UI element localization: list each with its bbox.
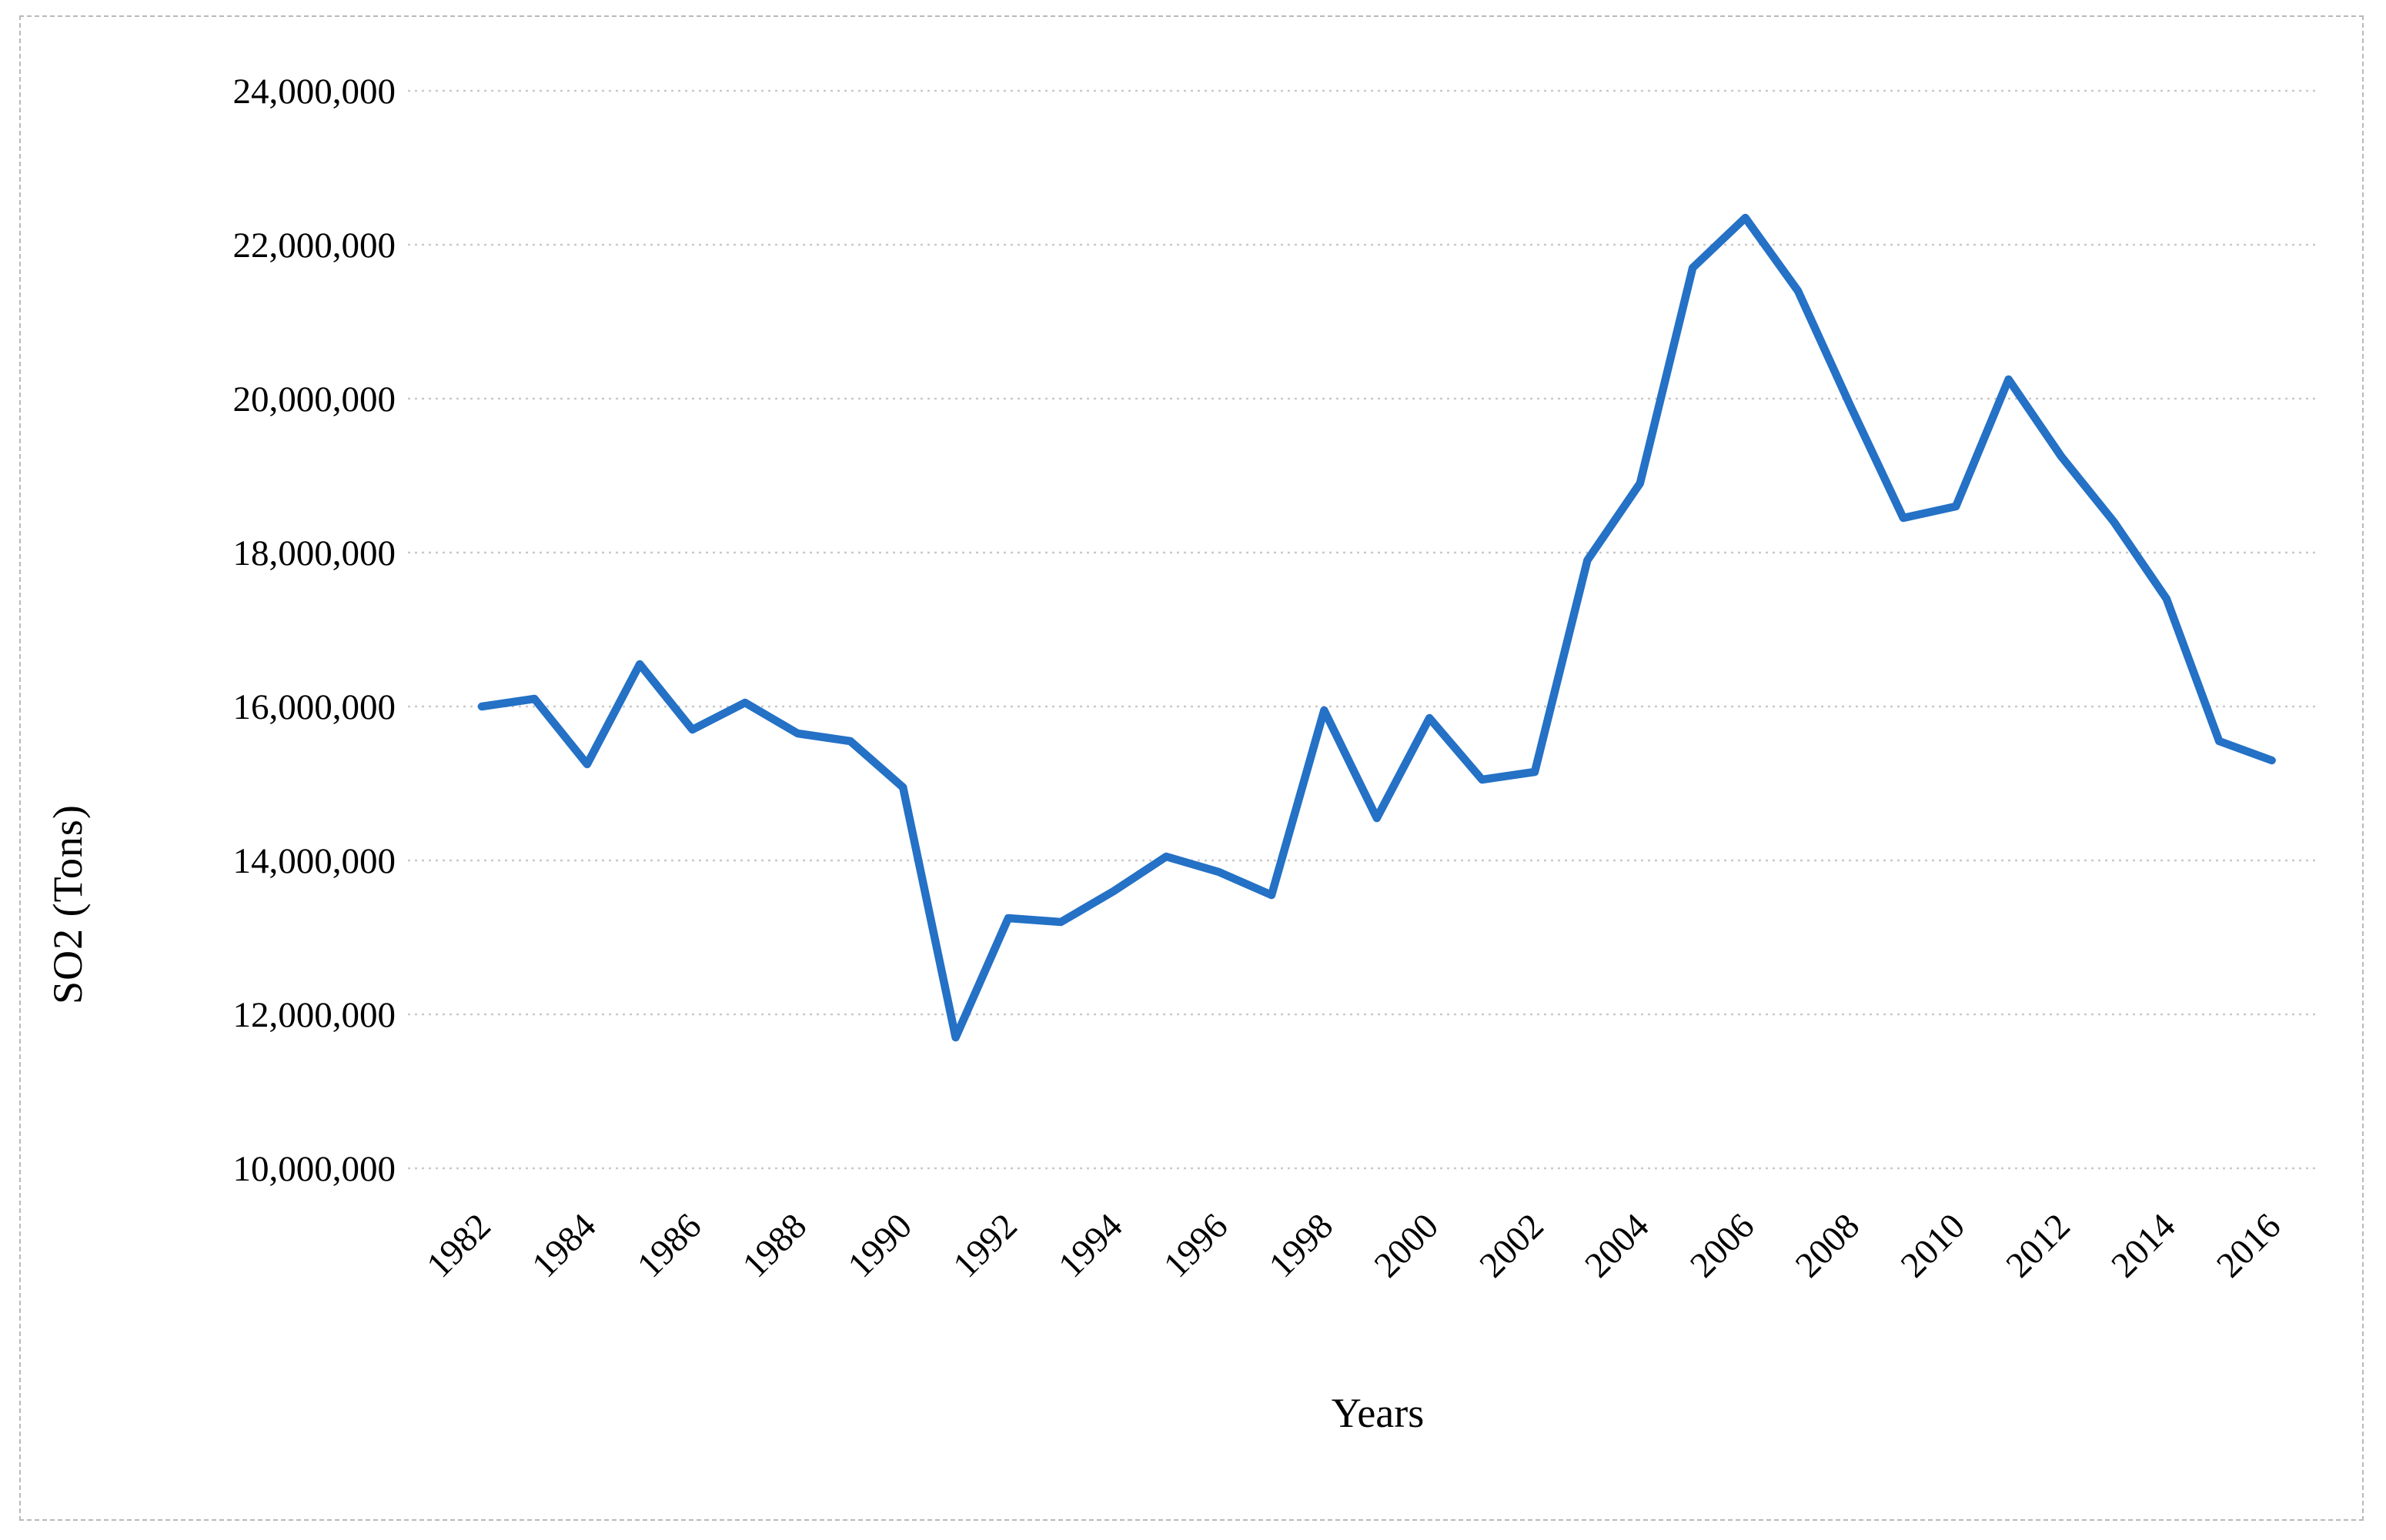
x-tick-label: 1986	[630, 1206, 709, 1285]
x-tick-label: 1990	[840, 1206, 920, 1285]
y-tick-label: 14,000,000	[233, 841, 396, 881]
x-tick-label: 1984	[524, 1206, 603, 1285]
x-tick-label: 1992	[946, 1206, 1025, 1285]
y-tick-label: 12,000,000	[233, 995, 396, 1035]
so2-line	[477, 213, 2276, 1042]
y-tick-label: 16,000,000	[233, 687, 396, 727]
x-tick-label: 1996	[1156, 1206, 1235, 1285]
x-tick-label: 2008	[1788, 1206, 1867, 1285]
figure-border	[19, 15, 2364, 1521]
x-tick-label: 1988	[735, 1206, 814, 1285]
x-axis-title: Years	[1331, 1390, 1425, 1436]
y-tick-label: 22,000,000	[233, 225, 396, 266]
x-tick-label: 2002	[1472, 1206, 1552, 1285]
y-axis-title: SO2 (Tons)	[45, 804, 91, 1004]
x-tick-label: 1982	[419, 1206, 499, 1285]
x-tick-label: 1994	[1051, 1206, 1130, 1285]
y-tick-label: 20,000,000	[233, 379, 396, 419]
x-tick-label: 2010	[1893, 1206, 1973, 1285]
y-tick-label: 10,000,000	[233, 1149, 396, 1189]
x-tick-label: 2004	[1577, 1206, 1656, 1285]
x-tick-label: 2012	[1999, 1206, 2078, 1285]
x-tick-label: 2000	[1367, 1206, 1446, 1285]
x-tick-label: 2016	[2209, 1206, 2288, 1285]
y-tick-label: 18,000,000	[233, 533, 396, 573]
x-tick-label: 1998	[1262, 1206, 1341, 1285]
x-tick-label: 2014	[2104, 1206, 2183, 1285]
x-tick-label: 2006	[1683, 1206, 1762, 1285]
y-tick-label: 24,000,000	[233, 72, 396, 112]
